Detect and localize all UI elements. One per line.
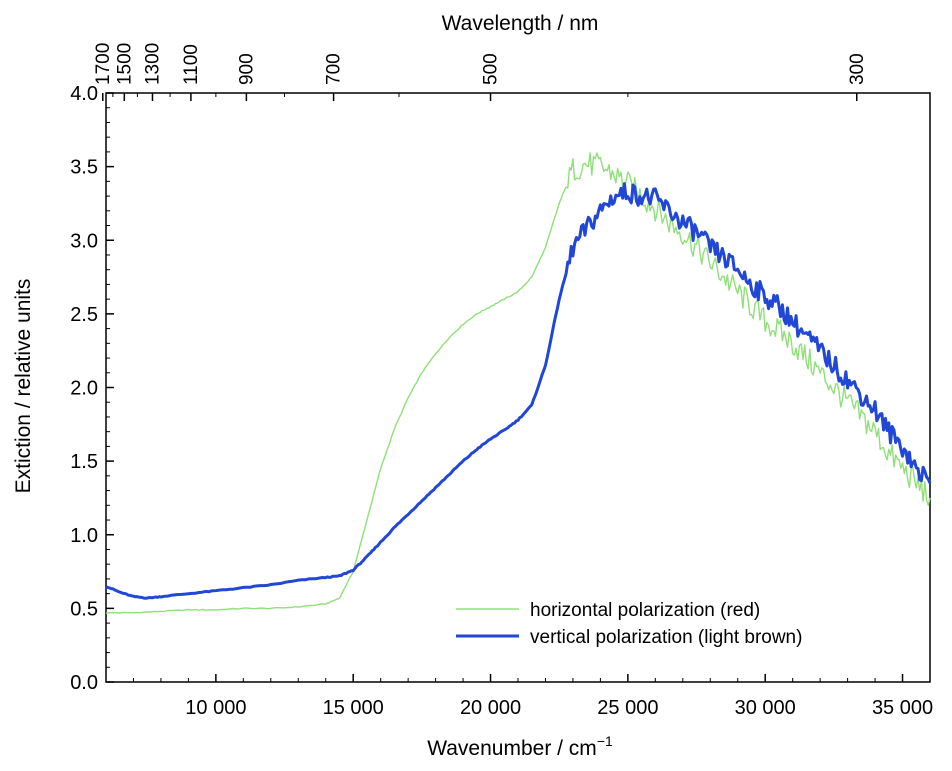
series-line-horizontal	[105, 152, 931, 614]
y-tick-label: 3.5	[70, 157, 98, 179]
top-tick-label: 1700	[93, 43, 114, 85]
x-tick-label: 25 000	[597, 697, 658, 719]
top-tick-label: 300	[847, 53, 868, 85]
x-axis-title-text: Wavenumber / cm	[427, 737, 597, 760]
x-axis-title-superscript: −1	[597, 733, 613, 749]
x-tick-label: 35 000	[872, 697, 933, 719]
x-tick-label: 15 000	[323, 697, 384, 719]
y-tick-label: 0.0	[70, 672, 98, 694]
top-tick-label: 1100	[181, 44, 202, 85]
y-axis-title: Extiction / relative units	[12, 279, 35, 494]
y-tick-label: 3.0	[70, 230, 98, 252]
y-tick-label: 1.5	[70, 451, 98, 473]
y-tick-label: 2.5	[70, 304, 98, 326]
top-axis-title: Wavelength / nm	[442, 12, 599, 35]
legend-label: vertical polarization (light brown)	[530, 627, 802, 648]
top-tick-label: 900	[236, 53, 257, 85]
x-axis-title: Wavenumber / cm−1	[427, 733, 613, 760]
top-tick-label: 500	[481, 53, 502, 85]
y-tick-label: 0.5	[70, 598, 98, 620]
series-line-vertical	[105, 182, 932, 600]
x-tick-label: 10 000	[185, 697, 246, 719]
x-tick-label: 20 000	[460, 697, 521, 719]
plot-frame	[105, 92, 931, 683]
top-tick-label: 1300	[142, 43, 163, 85]
y-tick-label: 2.0	[70, 378, 98, 400]
y-tick-label: 4.0	[70, 83, 98, 105]
top-tick-label: 700	[324, 53, 345, 85]
legend-label: horizontal polarization (red)	[530, 600, 760, 621]
y-tick-label: 1.0	[70, 525, 98, 547]
top-tick-label: 1500	[114, 43, 135, 85]
x-tick-label: 30 000	[735, 697, 796, 719]
